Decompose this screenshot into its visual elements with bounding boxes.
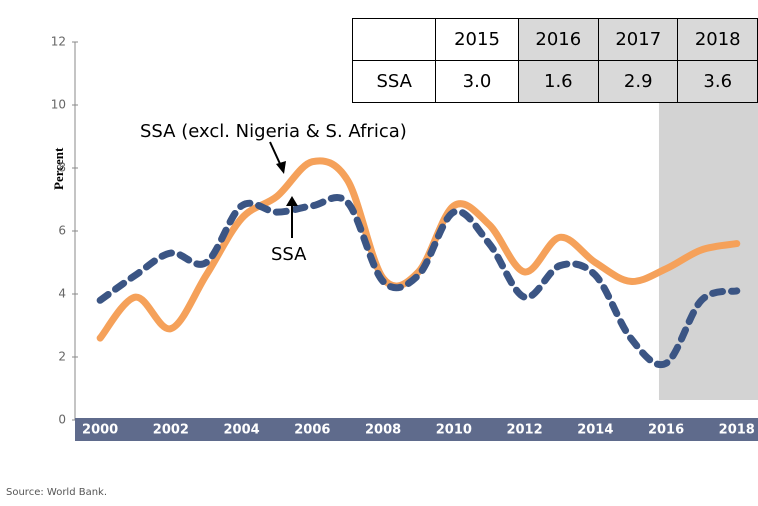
x-tick-label: 2002	[153, 423, 189, 438]
x-tick-label: 2004	[224, 423, 260, 438]
header-cell: 2018	[677, 18, 758, 61]
arrowhead	[276, 161, 286, 174]
arrowhead	[286, 196, 298, 206]
x-axis-band	[75, 418, 758, 441]
series-line	[96, 157, 741, 342]
x-tick-label: 2014	[577, 423, 613, 438]
header-cell: 2017	[598, 18, 679, 61]
row-label: SSA	[351, 60, 437, 103]
y-tick-label: 10	[51, 98, 66, 112]
table: 2015 2016 2017 2018 SSA 3.0 1.6 2.9 3.6	[351, 18, 758, 103]
table-header: 2015 2016 2017 2018	[351, 18, 758, 61]
x-tick-label: 2016	[648, 423, 684, 438]
cell: 1.6	[517, 60, 600, 103]
annotation: SSA (excl. Nigeria & S. Africa)	[140, 121, 407, 142]
y-tick-label: 6	[58, 224, 66, 238]
corner-cell	[351, 18, 437, 61]
y-tick-label: 8	[58, 161, 66, 175]
x-tick-label: 2010	[436, 423, 472, 438]
x-tick-label: 2008	[365, 423, 401, 438]
x-tick-label: 2000	[82, 423, 118, 438]
annotation: SSA	[271, 244, 307, 265]
cell: 2.9	[598, 60, 679, 103]
arrow	[269, 141, 282, 167]
header-cell: 2016	[517, 18, 600, 61]
cell: 3.0	[435, 60, 519, 103]
y-tick-label: 12	[51, 35, 66, 49]
y-tick-label: 4	[58, 287, 66, 301]
table-row: SSA 3.0 1.6 2.9 3.6	[351, 60, 758, 103]
x-tick-label: 2012	[506, 423, 542, 438]
header-cell: 2015	[435, 18, 519, 61]
cell: 3.6	[677, 60, 758, 103]
series-line	[96, 194, 741, 369]
source: Source: World Bank.	[6, 487, 107, 498]
x-tick-label: 2018	[719, 423, 755, 438]
x-tick-label: 2006	[294, 423, 330, 438]
y-tick-label: 0	[58, 413, 66, 427]
y-axis-label: Percent	[51, 147, 66, 190]
y-tick-label: 2	[58, 350, 66, 364]
